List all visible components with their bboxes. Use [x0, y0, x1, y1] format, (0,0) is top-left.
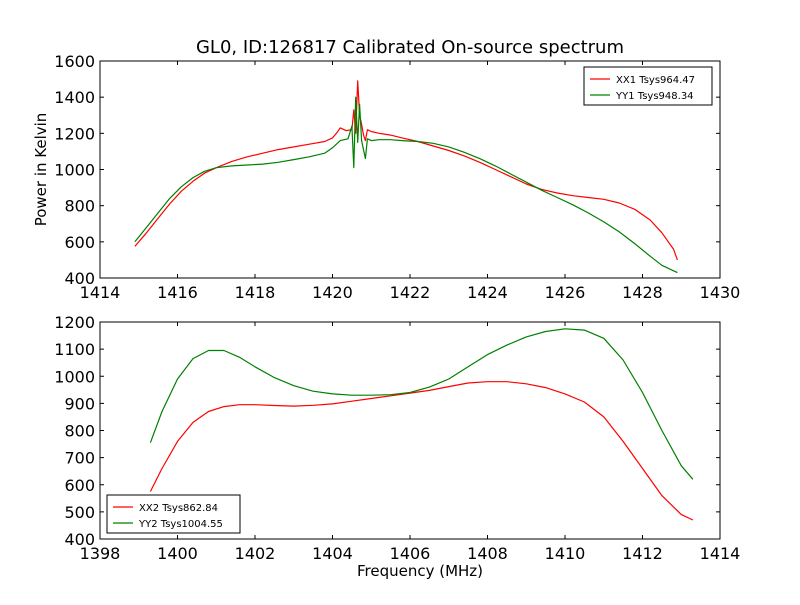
legend: XX1 Tsys964.47 YY1 Tsys948.34 [583, 66, 713, 106]
y-tick-label: 600 [64, 476, 95, 495]
y-tick-label: 800 [64, 422, 95, 441]
x-tick-label: 1424 [467, 283, 508, 302]
x-tick-label: 1430 [700, 283, 741, 302]
legend-label-2: YY2 Tsys1004.55 [138, 519, 223, 530]
plot-panel-2: 1398 1400 1402 1404 1406 1408 1410 1412 1414 400 5… [54, 313, 740, 580]
x-tick-label: 1402 [235, 544, 276, 563]
x-tick-label: 1412 [622, 544, 663, 563]
series-group [149, 328, 694, 521]
x-tick-label: 1422 [390, 283, 431, 302]
y-tick-label: 1200 [54, 313, 95, 332]
x-tick-label: 1426 [545, 283, 586, 302]
y-tick-label: 600 [64, 233, 95, 252]
x-tick-label: 1410 [545, 544, 586, 563]
y-tick-label: 1200 [54, 124, 95, 143]
y-tick-label: 700 [64, 449, 95, 468]
y-tick-label: 1000 [54, 367, 95, 386]
x-tick-label: 1414 [80, 283, 121, 302]
x-tick-label: 1416 [157, 283, 198, 302]
x-tick-label: 1408 [467, 544, 508, 563]
x-tick-label: 1398 [80, 544, 121, 563]
y-tick-label: 1100 [54, 340, 95, 359]
y-axis-label: Power in Kelvin [32, 113, 50, 227]
y-tick-label: 900 [64, 394, 95, 413]
series-line-2 [134, 96, 678, 274]
y-tick-label: 400 [64, 530, 95, 549]
series-line-1 [134, 80, 678, 261]
x-tick-label: 1420 [312, 283, 353, 302]
series-line-2 [149, 328, 694, 480]
x-tick-label: 1400 [157, 544, 198, 563]
series-group [134, 80, 678, 274]
x-tick-label: 1406 [390, 544, 431, 563]
legend-label-1: XX2 Tsys862.84 [139, 503, 218, 514]
legend-box [583, 66, 713, 106]
legend-label-2: YY1 Tsys948.34 [615, 91, 694, 102]
y-tick-label: 500 [64, 503, 95, 522]
x-tick-label: 1404 [312, 544, 353, 563]
x-axis-label: Frequency (MHz) [357, 562, 483, 580]
y-tick-label: 400 [64, 269, 95, 288]
y-tick-label: 1000 [54, 161, 95, 180]
x-tick-label: 1414 [700, 544, 741, 563]
legend: XX2 Tsys862.84 YY2 Tsys1004.55 [106, 494, 241, 534]
y-tick-label: 800 [64, 197, 95, 216]
legend-box [106, 494, 241, 534]
plot-panel-1: 1414 1416 1418 1420 1422 1424 1426 1428 1430 400 6… [32, 52, 740, 302]
y-tick-label: 1600 [54, 52, 95, 71]
chart-title: GL0, ID:126817 Calibrated On-source spec… [196, 37, 624, 58]
y-tick-label: 1400 [54, 88, 95, 107]
x-tick-label: 1428 [622, 283, 663, 302]
x-tick-label: 1418 [235, 283, 276, 302]
legend-label-1: XX1 Tsys964.47 [616, 75, 695, 86]
